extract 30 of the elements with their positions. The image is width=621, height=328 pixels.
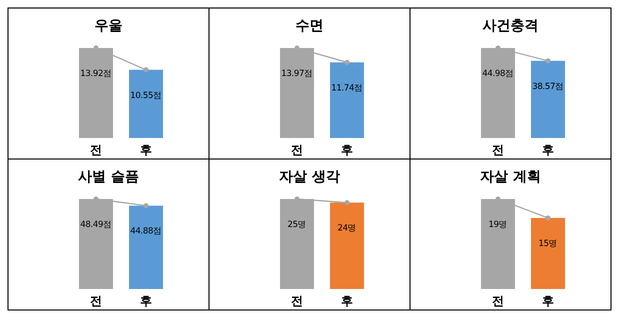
data-label: 19명: [488, 220, 508, 230]
chart-title: 사별 슬픔: [78, 169, 139, 185]
x-tick-label: 후: [341, 294, 353, 308]
x-tick-label: 후: [542, 294, 554, 308]
data-label: 24명: [338, 224, 356, 234]
x-tick-label: 후: [542, 143, 554, 157]
x-tick-label: 전: [492, 294, 504, 308]
data-label: 13.92점: [80, 69, 112, 79]
chart-title: 자살 생각: [279, 169, 340, 185]
x-tick-label: 전: [291, 143, 303, 157]
x-tick-label: 후: [140, 294, 152, 308]
x-tick-label: 전: [90, 143, 102, 157]
x-tick-label: 후: [341, 143, 353, 157]
data-label: 10.55점: [130, 90, 162, 101]
x-tick-label: 전: [492, 143, 504, 157]
x-tick-label: 후: [140, 143, 152, 157]
data-label: 15명: [538, 238, 558, 249]
data-label: 25명: [288, 220, 306, 230]
data-label: 11.74점: [331, 83, 363, 94]
chart-title: 수면: [296, 18, 324, 34]
data-label: 44.88점: [130, 226, 162, 237]
chart-title: 우울: [94, 18, 122, 34]
data-label: 48.49점: [80, 220, 112, 230]
data-label: 44.98점: [482, 69, 514, 79]
chart-title: 자살 계획: [480, 169, 541, 185]
data-label: 38.57점: [532, 82, 564, 92]
chart-title: 사건충격: [482, 18, 538, 34]
x-tick-label: 전: [291, 294, 303, 308]
x-tick-label: 전: [90, 294, 102, 308]
data-label: 13.97점: [281, 69, 313, 79]
